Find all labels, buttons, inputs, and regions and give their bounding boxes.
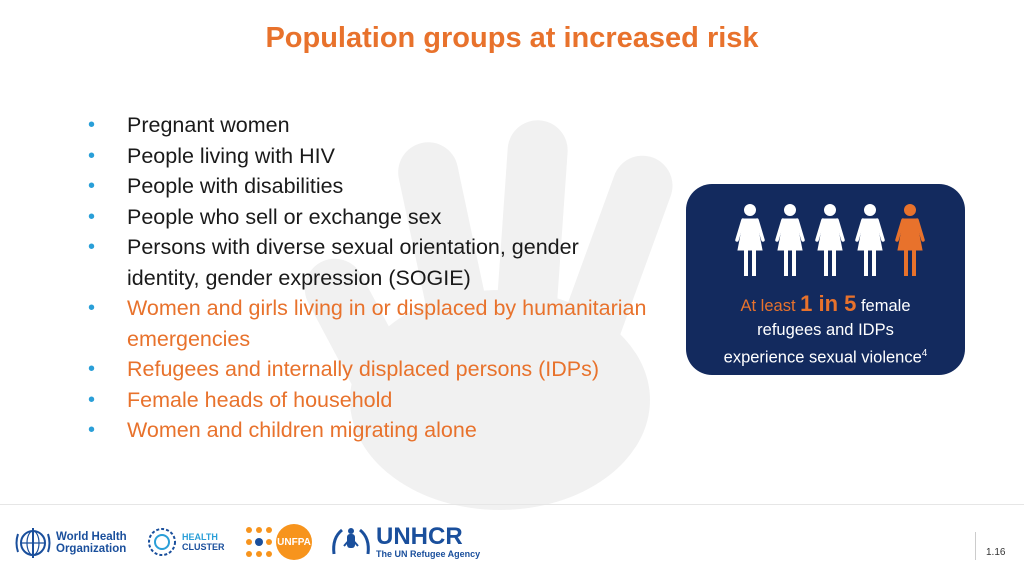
unhcr-name: UNHCR [376,523,463,550]
callout-text: At least 1 in 5 female refugees and IDPs… [686,292,965,370]
unfpa-logo: UNFPA [244,524,312,560]
unhcr-tagline: The UN Refugee Agency [376,549,481,559]
list-item: • Pregnant women [88,110,647,141]
list-item: • Women and children migrating alone [88,415,647,446]
callout-suffix: female [860,297,911,315]
page-title: Population groups at increased risk [265,22,759,54]
list-item-text: People with disabilities [127,174,344,198]
list-item: • Female heads of household [88,385,647,416]
bullet-icon: • [88,175,96,197]
list-item-text: Women and girls living in or displaced b… [127,296,647,351]
bullet-icon: • [88,419,96,441]
list-item: • People living with HIV [88,141,647,172]
list-item: • Refugees and internally displaced perso… [88,354,647,385]
bullet-icon: • [88,144,96,167]
list-item-text: Persons with diverse sexual orientation,… [127,235,579,290]
unfpa-badge: UNFPA [276,524,312,560]
footnote-ref: 4 [921,348,928,359]
bullet-icon: • [88,236,96,258]
woman-figure-icon [815,204,845,276]
woman-figure-icon [855,204,885,276]
list-item-text: People living with HIV [127,143,335,168]
who-logo: World Health Organization [14,526,127,560]
list-item: • People with disabilities [88,171,647,202]
health-cluster-line1: HEALTH [182,532,218,542]
health-cluster-logo: HEALTH CLUSTER [146,526,225,558]
bullet-icon: • [88,358,96,380]
list-item-text: People who sell or exchange sex [127,204,442,229]
bullet-icon: • [88,297,96,319]
statistic-callout: At least 1 in 5 female refugees and IDPs… [686,184,965,375]
who-line1: World Health [56,531,127,543]
list-item: • Persons with diverse sexual orientation… [88,232,647,293]
list-item-text: Women and children migrating alone [127,418,477,442]
unhcr-emblem-icon [332,528,370,555]
woman-figure-icon-highlighted [895,204,925,276]
health-cluster-line2: CLUSTER [182,542,225,552]
list-item-text: Refugees and internally displaced person… [127,357,600,381]
list-item-text: Pregnant women [127,113,290,137]
who-emblem-icon [15,528,51,558]
bullet-icon: • [88,205,96,228]
callout-line2: refugees and IDPs [757,321,894,339]
callout-line3: experience sexual violence [723,348,922,367]
bullet-icon: • [88,114,96,136]
woman-figure-icon [775,204,805,276]
women-figures [735,204,925,276]
list-item: • People who sell or exchange sex [88,202,647,233]
list-item-text: Female heads of household [127,387,393,412]
bullet-icon: • [88,388,96,411]
footer-divider [0,504,1024,505]
callout-highlight: 1 in 5 [800,291,857,316]
page-number-separator [975,532,976,560]
list-item: • Women and girls living in or displaced … [88,293,647,354]
page-number: 1.16 [986,547,1006,558]
unhcr-logo: UNHCR The UN Refugee Agency [330,524,480,560]
health-cluster-emblem-icon [148,528,176,556]
callout-prefix: At least [740,297,796,315]
woman-figure-icon [735,204,765,276]
unfpa-dots-icon [246,527,272,557]
risk-groups-list: • Pregnant women • People living with HIV … [88,110,647,446]
hand-watermark [304,120,673,510]
who-line2: Organization [56,543,127,555]
